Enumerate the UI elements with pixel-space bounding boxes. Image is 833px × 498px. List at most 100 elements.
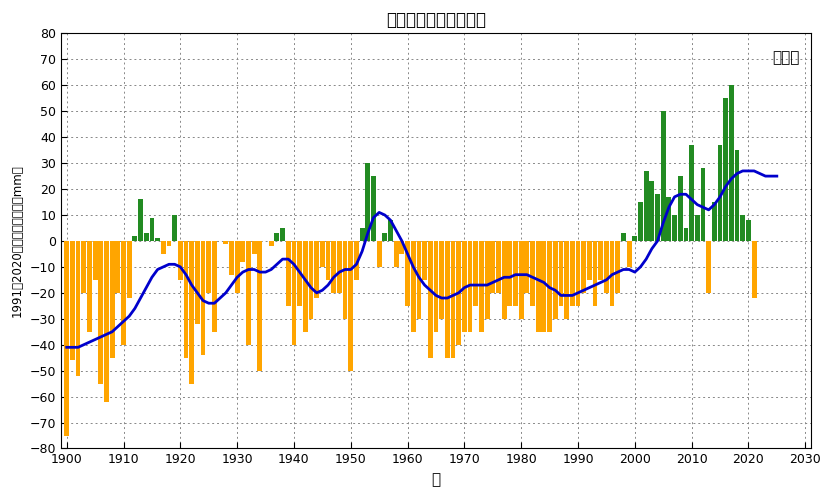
Bar	[371, 176, 376, 241]
Bar	[303, 241, 307, 332]
Bar	[513, 241, 518, 306]
Bar	[252, 241, 257, 254]
Bar	[212, 241, 217, 332]
X-axis label: 年: 年	[431, 472, 441, 487]
Bar	[666, 197, 671, 241]
Bar	[348, 241, 353, 371]
Bar	[76, 241, 81, 376]
Bar	[525, 241, 529, 293]
Bar	[536, 241, 541, 332]
Bar	[541, 241, 546, 332]
Bar	[746, 220, 751, 241]
Bar	[207, 241, 211, 293]
Bar	[684, 228, 688, 241]
Bar	[354, 241, 359, 280]
Bar	[592, 241, 597, 306]
Bar	[292, 241, 297, 345]
Bar	[621, 233, 626, 241]
Bar	[280, 228, 285, 241]
Bar	[87, 241, 92, 332]
Bar	[422, 241, 427, 280]
Bar	[610, 241, 615, 306]
Bar	[661, 111, 666, 241]
Bar	[559, 241, 563, 306]
Bar	[64, 241, 69, 436]
Bar	[547, 241, 552, 332]
Bar	[616, 241, 621, 293]
Bar	[581, 241, 586, 293]
Y-axis label: 1991－2020年平均からの差（mm）: 1991－2020年平均からの差（mm）	[11, 164, 24, 317]
Bar	[439, 241, 444, 319]
Bar	[138, 200, 143, 241]
Bar	[587, 241, 591, 280]
Bar	[405, 241, 410, 306]
Bar	[127, 241, 132, 298]
Bar	[501, 241, 506, 319]
Bar	[116, 241, 120, 293]
Bar	[257, 241, 262, 371]
Bar	[201, 241, 206, 355]
Bar	[275, 233, 279, 241]
Bar	[564, 241, 569, 319]
Bar	[604, 241, 609, 293]
Bar	[337, 241, 342, 293]
Bar	[167, 241, 172, 246]
Bar	[723, 98, 728, 241]
Bar	[320, 241, 325, 267]
Bar	[416, 241, 421, 319]
Bar	[388, 220, 393, 241]
Bar	[121, 241, 126, 345]
Bar	[377, 241, 382, 267]
Bar	[82, 241, 86, 293]
Text: 気象庁: 気象庁	[772, 50, 800, 65]
Bar	[308, 241, 313, 319]
Bar	[479, 241, 484, 332]
Bar	[706, 241, 711, 293]
Bar	[485, 241, 490, 319]
Bar	[366, 163, 370, 241]
Bar	[672, 215, 677, 241]
Bar	[519, 241, 524, 319]
Bar	[189, 241, 194, 383]
Bar	[286, 241, 291, 306]
Bar	[195, 241, 200, 324]
Bar	[428, 241, 432, 358]
Bar	[689, 145, 694, 241]
Bar	[496, 241, 501, 293]
Bar	[491, 241, 495, 293]
Bar	[132, 236, 137, 241]
Bar	[161, 241, 166, 254]
Bar	[332, 241, 337, 293]
Bar	[104, 241, 109, 402]
Bar	[576, 241, 581, 306]
Bar	[235, 241, 240, 293]
Bar	[155, 239, 160, 241]
Bar	[172, 215, 177, 241]
Bar	[451, 241, 456, 358]
Bar	[269, 241, 273, 246]
Bar	[70, 241, 75, 360]
Bar	[144, 233, 148, 241]
Bar	[638, 202, 643, 241]
Bar	[644, 171, 649, 241]
Bar	[507, 241, 512, 306]
Bar	[183, 241, 188, 358]
Bar	[445, 241, 450, 358]
Bar	[92, 241, 97, 280]
Bar	[411, 241, 416, 332]
Bar	[433, 241, 438, 332]
Bar	[178, 241, 182, 280]
Bar	[246, 241, 251, 345]
Bar	[717, 145, 722, 241]
Bar	[360, 228, 365, 241]
Bar	[735, 150, 740, 241]
Bar	[553, 241, 557, 319]
Bar	[678, 176, 683, 241]
Bar	[326, 241, 331, 280]
Bar	[751, 241, 756, 298]
Bar	[632, 236, 637, 241]
Bar	[382, 233, 387, 241]
Bar	[530, 241, 535, 306]
Bar	[695, 215, 700, 241]
Bar	[462, 241, 466, 332]
